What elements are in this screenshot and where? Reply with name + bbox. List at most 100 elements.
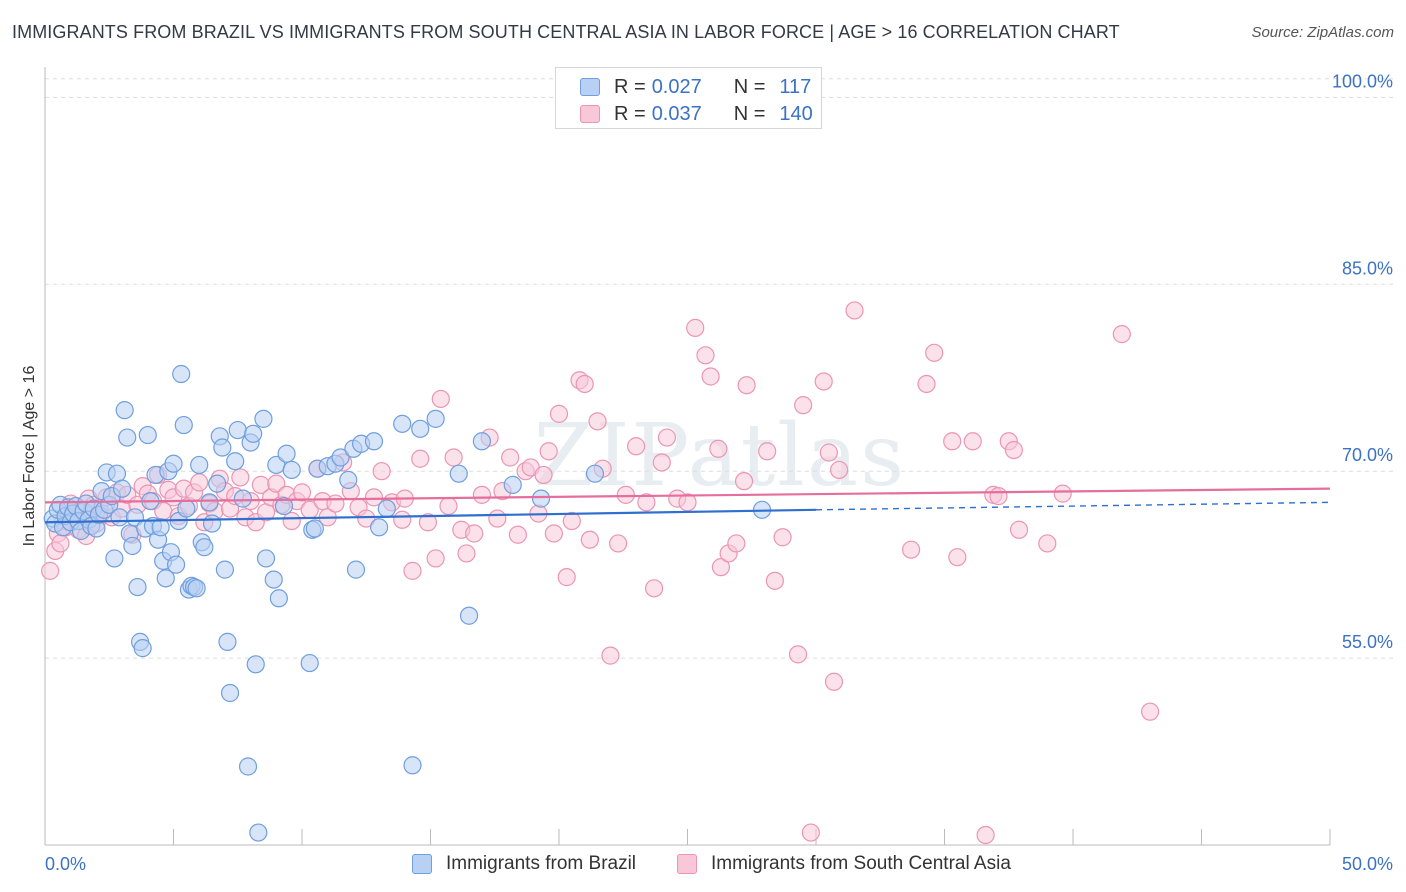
brazil-point bbox=[264, 570, 283, 589]
brazil-point bbox=[208, 474, 227, 493]
brazil-point bbox=[256, 549, 276, 568]
brazil-point bbox=[370, 518, 389, 537]
asia-point bbox=[1009, 520, 1029, 539]
asia-point bbox=[626, 437, 646, 456]
asia-point bbox=[652, 453, 671, 472]
asia-point bbox=[439, 496, 458, 516]
chart-source: Source: ZipAtlas.com bbox=[1251, 24, 1394, 41]
trend-lines bbox=[44, 487, 1331, 524]
asia-point bbox=[292, 483, 312, 502]
brazil-point bbox=[531, 489, 551, 508]
asia-point bbox=[734, 472, 754, 491]
brazil-point bbox=[249, 823, 268, 842]
brazil-point bbox=[215, 560, 234, 579]
y-axis-label: In Labor Force | Age > 16 bbox=[21, 366, 38, 547]
legend-swatch-brazil bbox=[580, 78, 600, 96]
bottom-legend-swatch-brazil bbox=[412, 854, 432, 874]
asia-point bbox=[657, 428, 677, 447]
bottom-legend-label-brazil: Immigrants from Brazil bbox=[446, 853, 637, 874]
x-tick-label-max: 50.0% bbox=[1342, 854, 1393, 874]
brazil-point bbox=[202, 514, 222, 533]
asia-point bbox=[788, 645, 808, 664]
x-tick-label-min: 0.0% bbox=[45, 854, 86, 874]
trend-line-brazil bbox=[44, 508, 817, 524]
asia-point bbox=[644, 579, 664, 598]
legend-r-value-asia: 0.037 bbox=[651, 102, 702, 125]
asia-point bbox=[364, 488, 384, 507]
brazil-point bbox=[164, 454, 183, 473]
brazil-point bbox=[233, 489, 252, 508]
brazil-point bbox=[244, 424, 263, 443]
asia-point bbox=[1112, 325, 1131, 344]
asia-point bbox=[765, 571, 784, 590]
brazil-point bbox=[118, 428, 137, 447]
asia-point bbox=[326, 494, 345, 513]
asia-point bbox=[457, 544, 476, 563]
brazil-point bbox=[449, 464, 468, 483]
asia-point bbox=[508, 525, 527, 544]
brazil-point bbox=[228, 420, 247, 440]
brazil-point bbox=[300, 653, 319, 673]
asia-point bbox=[51, 534, 70, 553]
asia-point bbox=[411, 449, 430, 468]
y-tick-label: 70.0% bbox=[1342, 445, 1393, 465]
brazil-point bbox=[226, 452, 245, 471]
brazil-point bbox=[110, 508, 129, 527]
asia-point bbox=[372, 462, 391, 481]
bottom-legend-label-asia: Immigrants from South Central Asia bbox=[711, 853, 1011, 874]
asia-point bbox=[403, 561, 422, 580]
brazil-point bbox=[393, 414, 412, 433]
brazil-point bbox=[174, 415, 193, 435]
asia-point bbox=[580, 530, 599, 549]
asia-point bbox=[575, 374, 594, 394]
tick-labels: 55.0% 70.0% 85.0% 100.0% 0.0% 50.0% bbox=[45, 71, 1393, 874]
brazil-point bbox=[503, 475, 522, 494]
brazil-point bbox=[585, 464, 605, 483]
brazil-point bbox=[138, 425, 157, 445]
legend-swatch-asia bbox=[580, 105, 600, 123]
brazil-point bbox=[277, 444, 296, 463]
asia-points bbox=[41, 301, 1160, 845]
asia-point bbox=[901, 540, 921, 559]
asia-point bbox=[444, 448, 463, 467]
bottom-legend-swatch-asia bbox=[677, 854, 697, 874]
asia-point bbox=[357, 509, 376, 528]
asia-point bbox=[549, 404, 569, 423]
brazil-point bbox=[246, 655, 265, 674]
brazil-point bbox=[151, 518, 170, 537]
asia-point bbox=[686, 318, 705, 337]
asia-point bbox=[557, 568, 576, 587]
asia-point bbox=[814, 372, 833, 391]
asia-point bbox=[488, 509, 507, 528]
brazil-point bbox=[472, 432, 491, 451]
asia-point bbox=[609, 534, 628, 553]
brazil-point bbox=[115, 401, 134, 420]
brazil-point bbox=[459, 606, 479, 625]
asia-point bbox=[824, 672, 844, 691]
legend-r-value-brazil: 0.027 bbox=[651, 75, 702, 98]
asia-point bbox=[819, 443, 838, 462]
legend-n-label: N = bbox=[733, 102, 766, 125]
brazil-point bbox=[123, 536, 142, 556]
legend: R = 0.027 N = 117 R = 0.037 N = 140 bbox=[555, 67, 822, 129]
asia-point bbox=[845, 301, 864, 320]
brazil-point bbox=[274, 496, 294, 516]
brazil-point bbox=[346, 560, 366, 579]
asia-point bbox=[711, 558, 731, 577]
asia-point bbox=[472, 485, 491, 504]
brazil-point bbox=[364, 432, 384, 451]
brazil-point bbox=[377, 499, 396, 518]
brazil-point bbox=[339, 470, 358, 490]
asia-point bbox=[190, 473, 209, 492]
brazil-point bbox=[411, 419, 430, 438]
asia-point bbox=[963, 432, 982, 451]
asia-point bbox=[282, 511, 301, 531]
asia-point bbox=[41, 561, 60, 580]
brazil-point bbox=[105, 549, 124, 568]
brazil-point bbox=[305, 519, 324, 538]
brazil-point bbox=[238, 757, 258, 776]
brazil-point bbox=[403, 756, 422, 775]
asia-point bbox=[588, 412, 607, 431]
asia-point bbox=[917, 374, 936, 394]
